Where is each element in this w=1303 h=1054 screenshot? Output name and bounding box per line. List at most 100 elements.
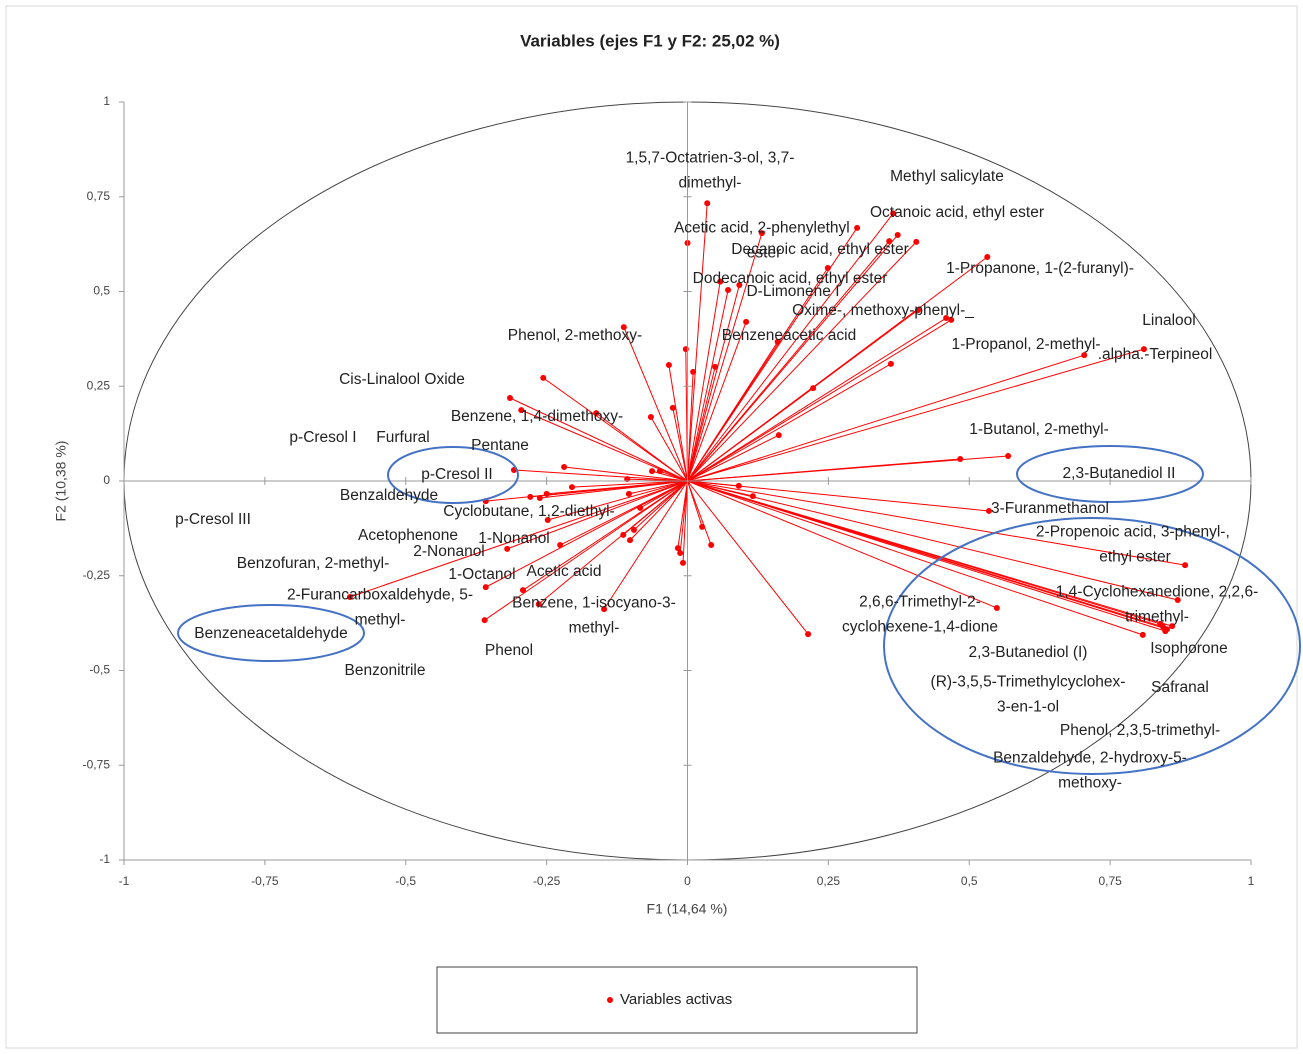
point bbox=[948, 316, 955, 323]
point bbox=[504, 545, 511, 552]
vector bbox=[687, 321, 747, 482]
point-label: Phenol, 2-methoxy- bbox=[508, 327, 642, 344]
point bbox=[627, 537, 634, 544]
point-label: 2-Propenoic acid, 3-phenyl-, ethyl ester bbox=[1036, 524, 1234, 566]
point-label: Phenol, 2,3,5-trimethyl- bbox=[1060, 722, 1220, 739]
x-tick-label: 0,5 bbox=[961, 874, 978, 888]
point-label: Oxime-, methoxy-phenyl-_ bbox=[792, 302, 974, 319]
point bbox=[536, 495, 543, 502]
vector bbox=[595, 412, 688, 482]
point bbox=[743, 318, 750, 325]
vector bbox=[687, 455, 1009, 482]
y-tick-label: -0,5 bbox=[89, 663, 110, 677]
point bbox=[1081, 352, 1088, 359]
point bbox=[544, 517, 551, 524]
point bbox=[669, 404, 676, 411]
point-label: Octanoic acid, ethyl ester bbox=[870, 204, 1044, 221]
legend-label: Variables activas bbox=[620, 991, 732, 1008]
point-label: .alpha.-Terpineol bbox=[1098, 346, 1213, 363]
point-label: 3-Furanmethanol bbox=[991, 500, 1109, 517]
point bbox=[699, 523, 706, 530]
point-label: 2,6,6-Trimethyl-2-cyclohexene-1,4-dione bbox=[842, 594, 998, 636]
point bbox=[481, 617, 488, 624]
point bbox=[527, 493, 534, 500]
y-axis-label: F2 (10,38 %) bbox=[53, 441, 69, 522]
point-label: Phenol bbox=[485, 642, 533, 659]
vector bbox=[542, 377, 688, 482]
point bbox=[568, 484, 575, 491]
x-tick-label: -1 bbox=[119, 874, 130, 888]
point bbox=[824, 265, 831, 272]
y-tick-label: 1 bbox=[103, 94, 110, 108]
vector bbox=[546, 480, 688, 495]
vector bbox=[682, 480, 688, 563]
point bbox=[943, 315, 950, 322]
point bbox=[690, 368, 697, 375]
vector bbox=[668, 364, 688, 482]
vector bbox=[687, 480, 712, 546]
point-label: 1-Propanol, 2-methyl- bbox=[951, 336, 1100, 353]
vector bbox=[603, 480, 688, 610]
point bbox=[535, 601, 542, 608]
point bbox=[1157, 620, 1164, 627]
point bbox=[506, 394, 513, 401]
point bbox=[679, 559, 686, 566]
point bbox=[708, 542, 715, 549]
point bbox=[736, 282, 743, 289]
vector bbox=[539, 480, 688, 499]
point bbox=[735, 482, 742, 489]
vector bbox=[509, 397, 688, 482]
vector bbox=[623, 326, 688, 482]
point bbox=[601, 606, 608, 613]
y-tick-label: 0,25 bbox=[87, 378, 111, 392]
point-label: Cis-Linalool Oxide bbox=[339, 371, 465, 388]
vector bbox=[650, 416, 688, 482]
point bbox=[913, 238, 920, 245]
vector bbox=[687, 480, 1186, 566]
point-label: Benzeneacetic acid bbox=[722, 327, 856, 344]
point bbox=[1005, 452, 1012, 459]
point-label: Dodecanoic acid, ethyl ester bbox=[693, 270, 888, 287]
plot-area bbox=[346, 200, 1189, 638]
vector bbox=[687, 354, 1085, 482]
highlight-ellipse bbox=[1016, 445, 1204, 503]
vector bbox=[687, 317, 947, 482]
chart-title: Variables (ejes F1 y F2: 25,02 %) bbox=[520, 31, 780, 50]
point-label: p-Cresol II bbox=[421, 466, 493, 483]
point-label: Cyclobutane, 1,2-diethyl- bbox=[443, 503, 614, 520]
y-tick-label: 0,75 bbox=[87, 189, 111, 203]
x-tick-label: -0,5 bbox=[395, 874, 416, 888]
series bbox=[346, 200, 1189, 638]
point bbox=[774, 338, 781, 345]
point bbox=[482, 584, 489, 591]
point-label: Linalool bbox=[1142, 312, 1195, 329]
vector bbox=[687, 348, 1145, 482]
point bbox=[625, 490, 632, 497]
point-label: Methyl salicylate bbox=[890, 168, 1004, 185]
point-label: Acetic acid bbox=[527, 563, 602, 580]
point-label: Furfural bbox=[376, 429, 429, 446]
vector bbox=[522, 480, 688, 591]
point-label: Acetic acid, 2-phenylethyl ester bbox=[674, 220, 854, 262]
vector bbox=[687, 480, 998, 609]
point bbox=[725, 286, 732, 293]
vector bbox=[513, 469, 688, 482]
point bbox=[914, 307, 921, 314]
highlight-ellipse bbox=[177, 604, 365, 662]
point-label: 2,3-Butanediol II bbox=[1063, 465, 1176, 482]
highlight-ellipse bbox=[883, 517, 1301, 775]
point-label: Benzene, 1,4-dimethoxy- bbox=[451, 408, 623, 425]
point bbox=[656, 468, 663, 475]
point bbox=[1162, 628, 1169, 635]
vector bbox=[677, 480, 688, 549]
point bbox=[637, 504, 644, 511]
point-label: Benzaldehyde, 2-hydroxy-5-methoxy- bbox=[993, 750, 1187, 792]
point bbox=[886, 238, 893, 245]
y-tick-label: 0 bbox=[103, 473, 110, 487]
point-label: Benzaldehyde bbox=[340, 487, 438, 504]
x-tick-label: -0,75 bbox=[251, 874, 279, 888]
y-tick-label: -0,25 bbox=[83, 568, 111, 582]
point-label: Benzonitrile bbox=[345, 662, 426, 679]
y-tick-label: -1 bbox=[99, 852, 110, 866]
